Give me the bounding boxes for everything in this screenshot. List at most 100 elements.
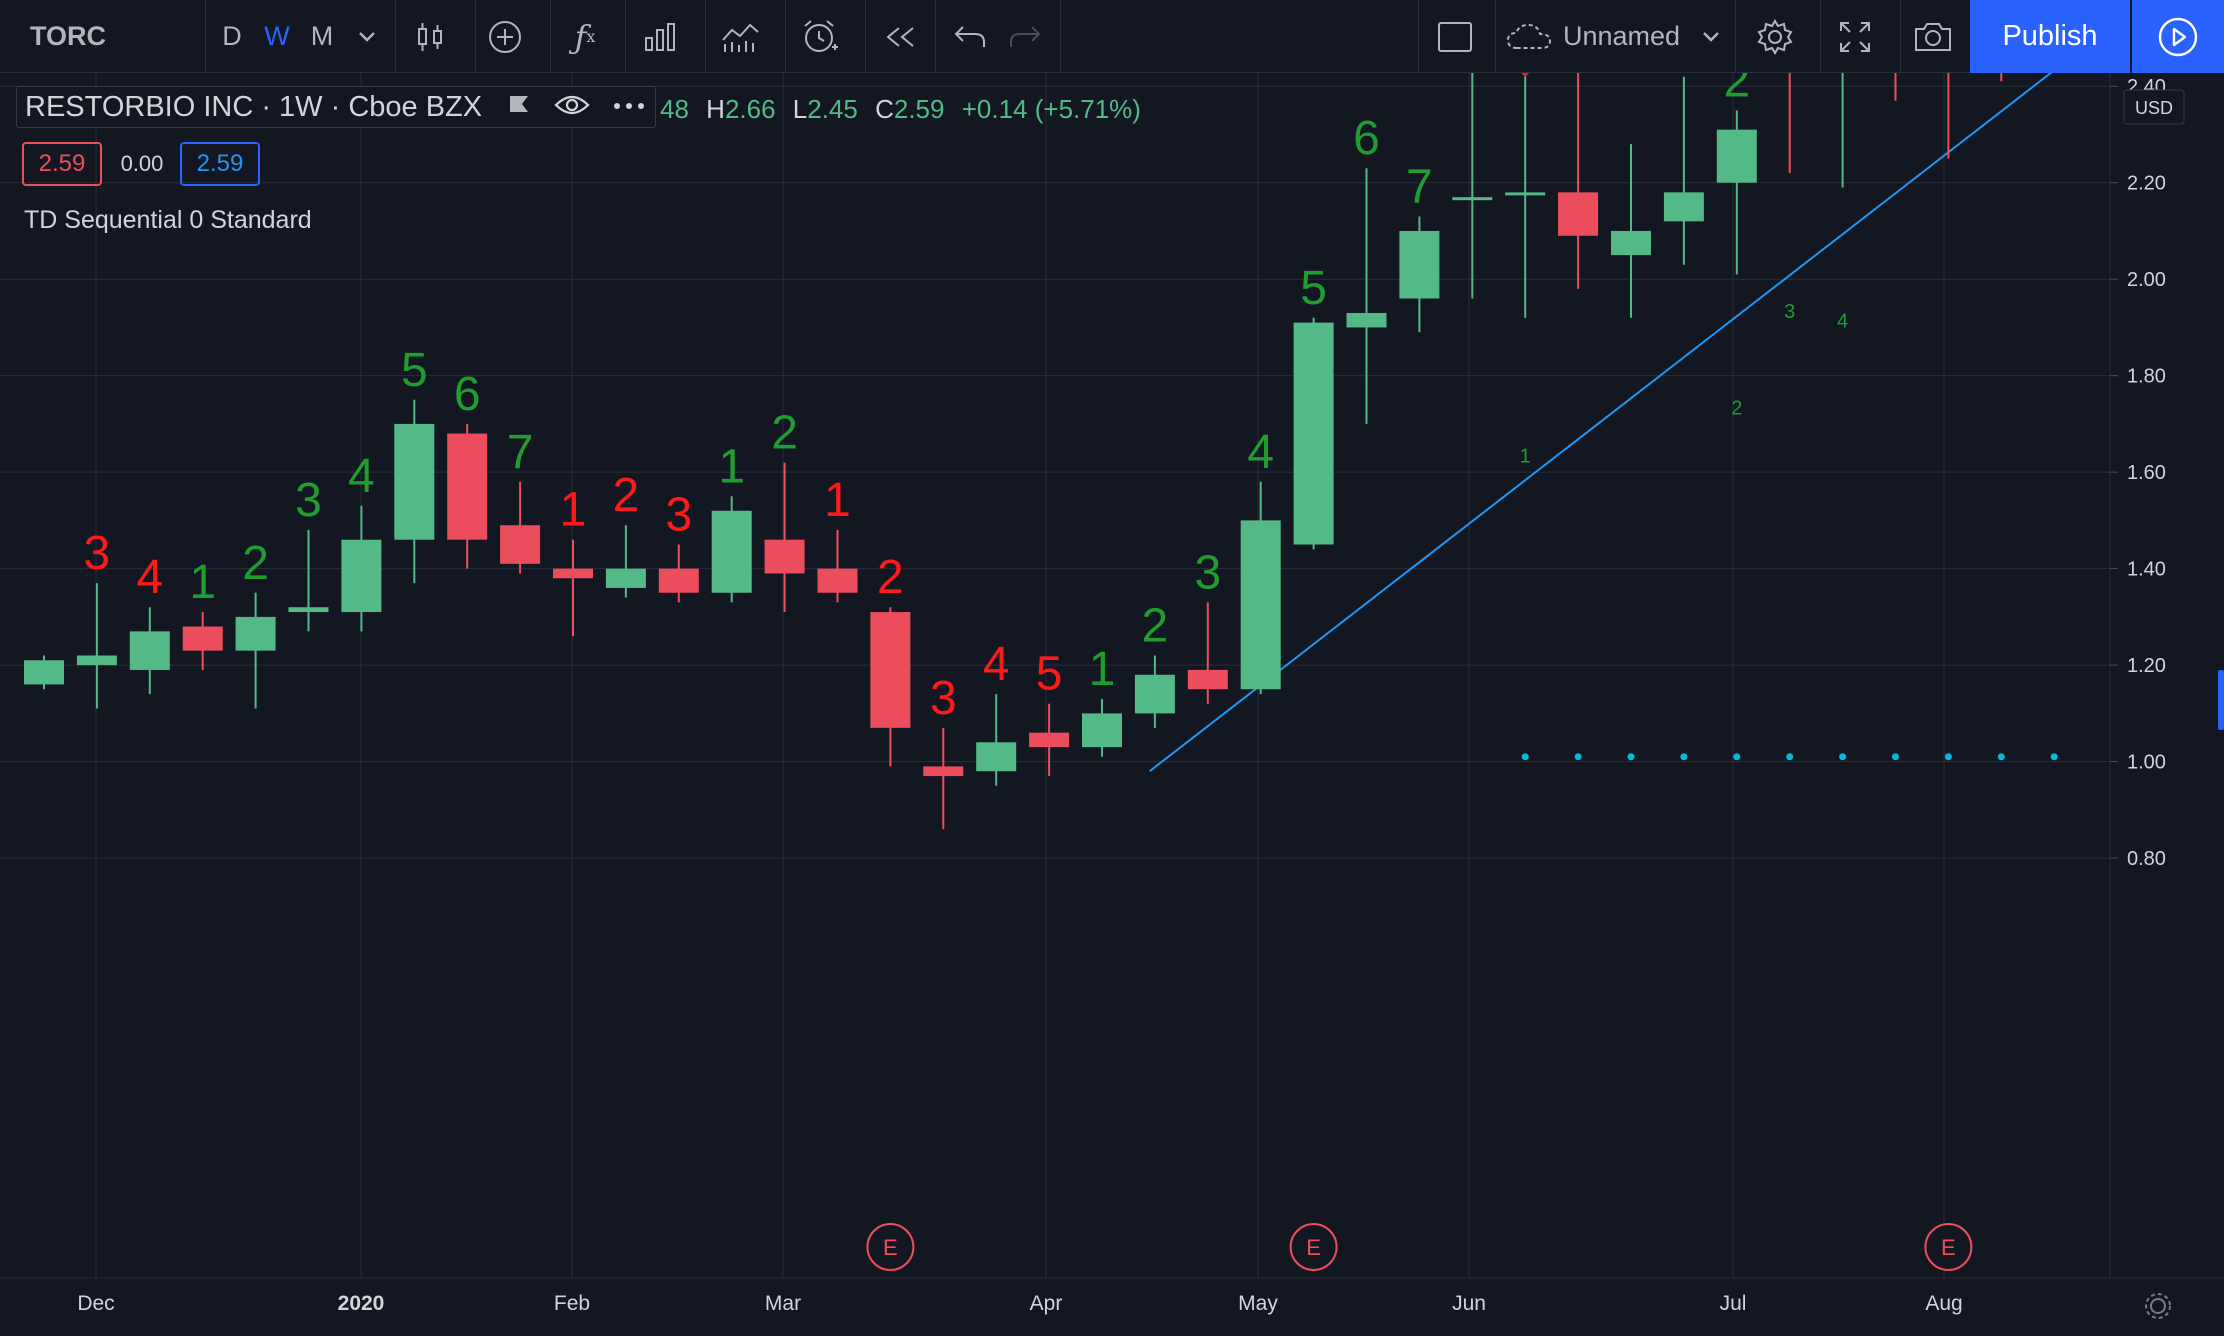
td-count-label: 3 [665, 489, 692, 542]
td-count-label: 4 [1247, 426, 1274, 479]
td-count-label: 7 [507, 426, 534, 479]
candle-body [764, 539, 805, 574]
support-dot [1892, 753, 1899, 761]
settings-gear-icon[interactable] [1750, 0, 1800, 73]
price-axis-panel [2110, 73, 2224, 1336]
high-value: 2.66 [724, 94, 776, 124]
price-tick-label: 1.20 [2127, 655, 2166, 677]
eye-icon[interactable] [554, 93, 590, 122]
candle-body [447, 433, 488, 540]
support-dots [1521, 753, 2058, 761]
time-tick-label: Jun [1452, 1292, 1486, 1315]
candle-body [1663, 192, 1704, 222]
support-dot [1997, 753, 2005, 761]
compare-add-icon[interactable] [480, 0, 530, 73]
td-count-label: 5 [1036, 648, 1063, 701]
play-icon[interactable] [2132, 0, 2224, 73]
redo-icon[interactable] [1000, 0, 1050, 73]
bid-price-button[interactable]: 2.59 [22, 142, 102, 186]
interval-d-button[interactable]: D [222, 21, 242, 51]
trendline-segment [1148, 73, 2053, 773]
sell-arrow-icon [1521, 73, 1530, 77]
support-dot [2050, 753, 2058, 761]
support-dot [1786, 753, 1794, 761]
td-count-label: 1 [1520, 446, 1531, 468]
candle-body [24, 660, 64, 685]
candle-body [1399, 230, 1440, 299]
candle-body [553, 568, 593, 579]
td-count-label: 1 [560, 484, 587, 537]
alert-clock-icon[interactable] [795, 0, 845, 73]
publish-button[interactable]: Publish [1970, 0, 2130, 73]
axis-settings-icon [2150, 1298, 2166, 1314]
support-dot [1733, 753, 1741, 761]
td-count-label: 1 [718, 440, 745, 493]
candle-body [500, 525, 541, 564]
price-tick-label: 2.20 [2127, 173, 2166, 195]
td-count-label: 5 [401, 344, 428, 397]
ohlc-partial: 48 [660, 94, 689, 124]
candle-body [1611, 230, 1651, 256]
scroll-marker [2218, 670, 2224, 730]
interval-m-button[interactable]: M [310, 21, 334, 51]
candles-icon[interactable] [405, 0, 455, 73]
layout-name-button[interactable]: Unnamed [1505, 0, 1725, 73]
candle-body [605, 568, 646, 588]
ask-price-button[interactable]: 2.59 [180, 142, 260, 186]
candle-body [1452, 197, 1493, 201]
price-tick-label: 0.80 [2127, 848, 2166, 870]
price-tick-label: 1.40 [2127, 559, 2166, 581]
flag-icon[interactable] [506, 92, 532, 123]
ohlc-values: 48 H2.66 L2.45 C2.59 +0.14 (+5.71%) [660, 94, 1141, 125]
support-dot [1680, 753, 1688, 761]
axes: 3.203.002.802.602.402.202.001.801.601.40… [0, 73, 2224, 1336]
time-axis-panel [0, 1278, 2224, 1336]
low-value: 2.45 [807, 94, 858, 124]
interval-w-button[interactable]: W [264, 21, 290, 51]
camera-snapshot-icon[interactable] [1905, 0, 1960, 73]
td-count-label: 2 [1731, 397, 1742, 419]
price-tick-label: 2.00 [2127, 269, 2166, 291]
candle-body [1716, 129, 1757, 183]
strategy-icon[interactable] [715, 0, 765, 73]
undo-icon[interactable] [945, 0, 995, 73]
candle-body [76, 655, 117, 666]
candle-body [341, 539, 382, 613]
symbol-legend[interactable]: RESTORBIO INC · 1W · Cboe BZX [16, 86, 656, 128]
td-count-label: 6 [1353, 112, 1380, 165]
layout-select-icon[interactable] [1430, 0, 1480, 73]
candle-body [129, 631, 170, 670]
templates-icon[interactable] [635, 0, 685, 73]
currency-label: USD [2135, 98, 2173, 118]
time-tick-label: Apr [1030, 1292, 1063, 1315]
symbol-search-button[interactable]: TORC [30, 21, 107, 51]
price-chart[interactable]: 3412345671231212345123456781123456191234… [0, 73, 2224, 1336]
indicator-legend[interactable]: TD Sequential 0 Standard [24, 206, 312, 234]
td-sequential-counts: 3412345671231212345123456781123456191234 [84, 73, 1848, 725]
time-tick-label: Jul [1720, 1292, 1747, 1315]
interval-dropdown-icon[interactable] [350, 0, 384, 73]
candle-body [1134, 674, 1175, 714]
time-tick-label: May [1238, 1292, 1278, 1315]
replay-icon[interactable] [875, 0, 925, 73]
candle-body [1346, 312, 1387, 328]
more-options-icon[interactable] [612, 98, 646, 116]
td-count-label: 3 [1784, 301, 1795, 323]
td-count-label: 2 [877, 551, 904, 604]
candle-body [711, 510, 752, 593]
close-value: 2.59 [893, 94, 945, 124]
candle-body [1505, 192, 1546, 196]
td-count-label: 6 [454, 368, 481, 421]
legend-title: RESTORBIO INC · 1W · Cboe BZX [25, 90, 483, 123]
cloud-icon [1506, 23, 1552, 49]
td-count-label: 2 [613, 469, 640, 522]
axis-settings-ring [2145, 1293, 2171, 1319]
fullscreen-icon[interactable] [1830, 0, 1880, 73]
support-dot [1944, 753, 1952, 761]
high-label: H [706, 94, 725, 124]
candle-body [658, 568, 699, 593]
time-tick-label: Mar [765, 1292, 801, 1315]
td-count-label: 1 [824, 474, 851, 527]
